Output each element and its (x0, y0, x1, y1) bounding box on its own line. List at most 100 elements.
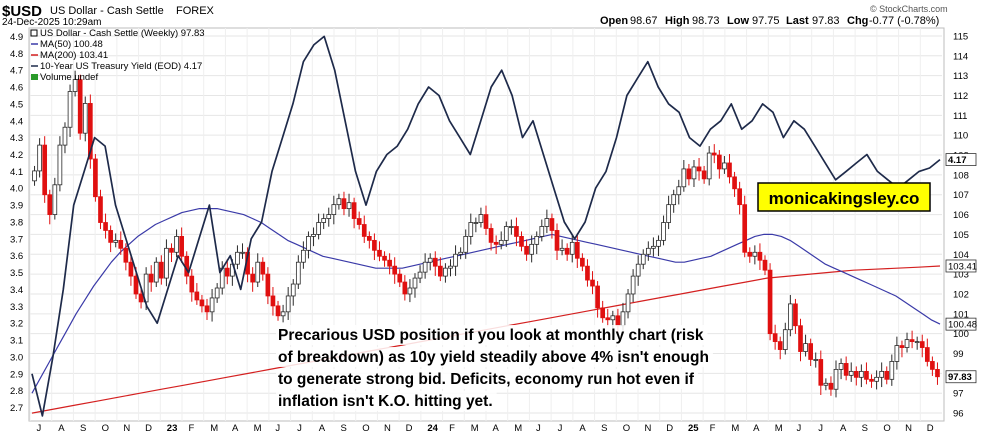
bar-body (341, 198, 347, 210)
x-axis: J A S O N D 23 F M A M J J A S O N D 24 F M A M J J A S O N D 25 F M A M J J… (37, 423, 934, 434)
left-tick-label: 4.5 (10, 99, 23, 110)
bar-body (686, 168, 692, 180)
left-tick-label: 3.8 (10, 217, 23, 228)
bar-body (788, 303, 793, 331)
bar-body (813, 359, 819, 361)
bar-body (331, 204, 337, 215)
bar-body (823, 382, 829, 386)
bar-body (93, 158, 98, 198)
x-tick-label: A (232, 423, 239, 434)
legend-volume: Volume undef (40, 72, 98, 83)
bar-body (666, 204, 671, 223)
annotation-line: to generate strong bid. Deficits, econom… (278, 371, 695, 388)
x-tick-label: N (645, 423, 652, 434)
left-tick-label: 3.0 (10, 352, 23, 363)
bar-body (209, 297, 215, 313)
right-tick-label: 110 (953, 131, 968, 142)
bar-body (159, 261, 164, 279)
tag-yield-box (945, 153, 977, 166)
right-tick-label: 100 (953, 329, 969, 340)
bar-body (488, 228, 494, 243)
x-tick-label: M (775, 423, 783, 434)
bar-body (762, 259, 768, 271)
x-tick-label: A (319, 423, 326, 434)
right-tick-label: 113 (953, 71, 968, 82)
annotation-line-bg (276, 325, 708, 345)
right-tick-label: 106 (953, 210, 969, 221)
legend-swatch-volume (31, 74, 38, 80)
x-tick-label: J (275, 423, 280, 434)
bar-body (661, 222, 666, 241)
bar-body (884, 370, 890, 380)
bar-body (549, 218, 555, 231)
bar-body (255, 261, 261, 283)
x-tick-label: S (341, 423, 347, 434)
bar-body (894, 345, 900, 362)
bar-body (544, 218, 550, 227)
bar-body (397, 273, 403, 283)
right-tick-label: 115 (953, 31, 968, 42)
bar-body (539, 226, 545, 237)
x-tick-label: N (123, 423, 130, 434)
chg-value: -0.77 (-0.78%) (869, 15, 939, 27)
x-tick-label: J (558, 423, 563, 434)
x-tick-label: A (58, 423, 65, 434)
right-tick-label: 111 (953, 111, 967, 122)
bar-body (671, 194, 677, 206)
bar-body (924, 347, 930, 362)
tag-ma50: 100.48 (948, 320, 977, 331)
x-tick-label: O (362, 423, 369, 434)
bar-body (569, 241, 575, 255)
last-value: 97.83 (812, 15, 840, 27)
bar-body (361, 224, 367, 237)
tag-ma50-box (945, 317, 977, 331)
bar-body (392, 265, 398, 275)
right-tick-label: 102 (953, 289, 969, 300)
right-axis: 9697989910010110210310410510610710810911… (945, 31, 977, 420)
bar-body (595, 285, 600, 309)
x-tick-label: N (905, 423, 912, 434)
x-tick-label: M (731, 423, 739, 434)
low-value: 97.75 (752, 15, 780, 27)
bar-body (853, 370, 859, 378)
bar-body (280, 311, 286, 317)
tag-last-box (945, 370, 977, 384)
bar-body (645, 247, 651, 255)
low-label: Low (727, 15, 749, 27)
bar-body (554, 230, 560, 251)
bar-body (458, 251, 463, 255)
bar-body (519, 236, 524, 247)
x-tick-label: J (797, 423, 802, 434)
instrument-name: US Dollar - Cash Settle (50, 5, 164, 17)
x-tick-label: O (102, 423, 109, 434)
x-tick-label: O (883, 423, 890, 434)
bar-body (534, 236, 540, 245)
x-tick-label: J (297, 423, 302, 434)
left-tick-label: 4.9 (10, 32, 23, 43)
x-tick-label: M (471, 423, 479, 434)
bar-body (767, 269, 773, 335)
bar-body (859, 370, 864, 378)
bar-body (169, 247, 174, 253)
left-tick-label: 3.3 (10, 302, 23, 313)
bar-body (838, 363, 844, 370)
bar-body (580, 257, 585, 267)
left-tick-label: 4.2 (10, 150, 23, 161)
bar-body (793, 303, 798, 327)
bar-body (57, 144, 63, 186)
left-tick-label: 2.9 (10, 369, 23, 380)
x-tick-label: M (254, 423, 262, 434)
bar-body (372, 239, 377, 251)
bar-body (311, 234, 316, 237)
bar-body (564, 247, 570, 255)
bar-body (524, 245, 529, 255)
legend: US Dollar - Cash Settle (Weekly) 97.83 M… (30, 28, 205, 83)
bar-body (351, 202, 357, 219)
x-tick-label: D (145, 423, 152, 434)
left-tick-label: 3.2 (10, 319, 23, 330)
bar-body (128, 261, 134, 277)
bar-body (478, 214, 484, 223)
x-tick-label: D (666, 423, 673, 434)
left-tick-label: 4.0 (10, 184, 23, 195)
bar-body (559, 247, 565, 251)
